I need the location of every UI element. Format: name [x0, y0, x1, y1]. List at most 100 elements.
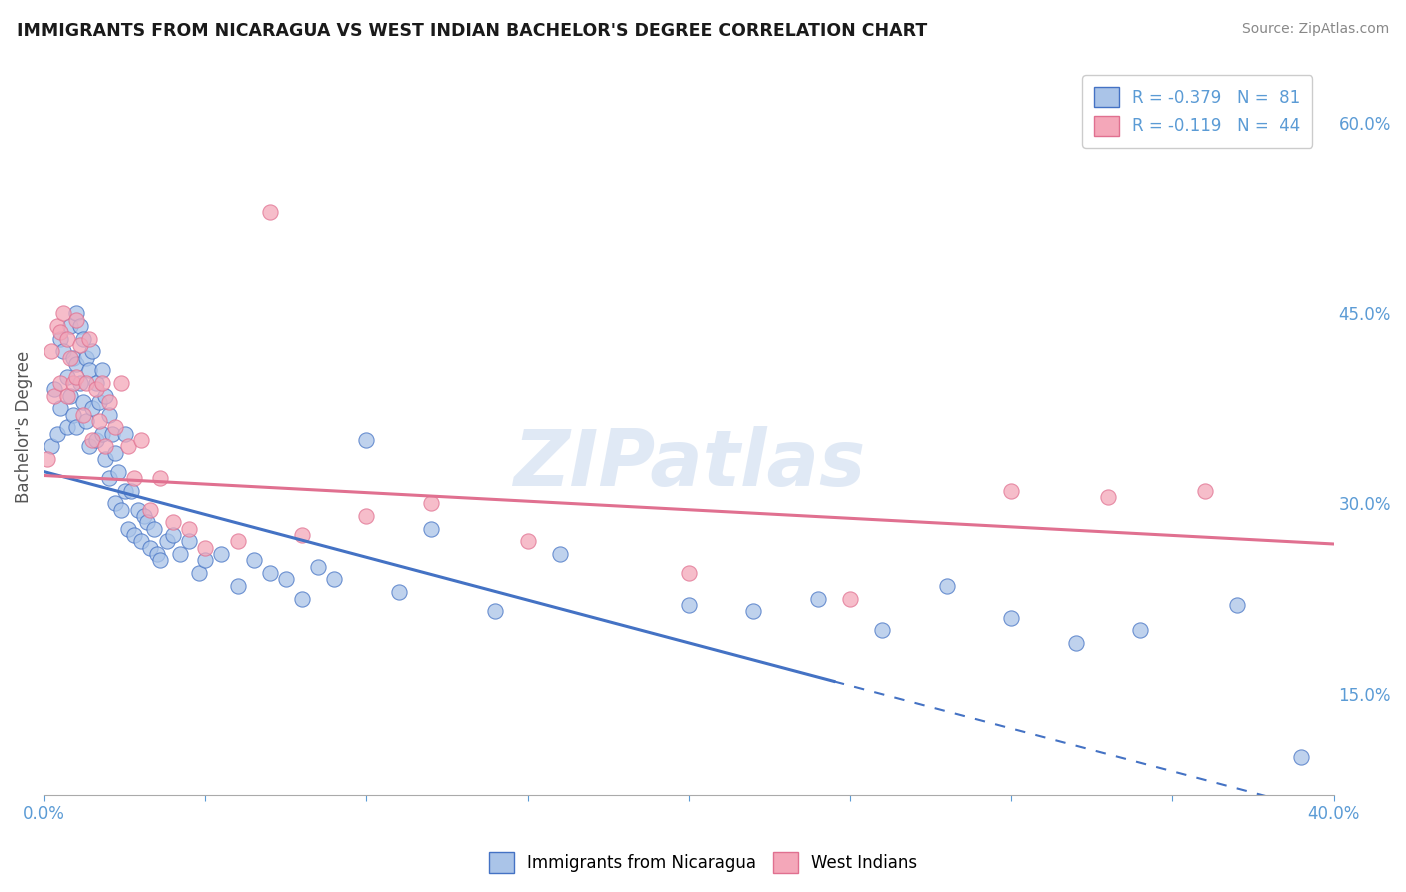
- Point: [65, 420, 87, 434]
- Point: [72, 395, 94, 409]
- Point: [75, 376, 97, 390]
- Legend: R = -0.379   N =  81, R = -0.119   N =  44: R = -0.379 N = 81, R = -0.119 N = 44: [1083, 75, 1312, 147]
- Point: [49, 332, 72, 346]
- Point: [75, 414, 97, 428]
- Point: [87, 414, 110, 428]
- Point: [62, 376, 84, 390]
- Point: [77, 439, 100, 453]
- Point: [59, 389, 82, 403]
- Point: [110, 376, 132, 390]
- Point: [139, 541, 162, 555]
- Point: [77, 332, 100, 346]
- Point: [59, 351, 82, 365]
- Point: [678, 566, 700, 581]
- Point: [62, 351, 84, 365]
- Point: [1129, 624, 1152, 638]
- Point: [97, 471, 120, 485]
- Point: [149, 553, 172, 567]
- Point: [162, 528, 184, 542]
- Point: [55, 389, 77, 403]
- Point: [46, 426, 69, 441]
- Point: [69, 338, 91, 352]
- Point: [194, 541, 217, 555]
- Point: [1000, 610, 1022, 624]
- Text: Source: ZipAtlas.com: Source: ZipAtlas.com: [1241, 22, 1389, 37]
- Point: [129, 534, 152, 549]
- Legend: Immigrants from Nicaragua, West Indians: Immigrants from Nicaragua, West Indians: [482, 846, 924, 880]
- Point: [139, 502, 162, 516]
- Point: [259, 204, 281, 219]
- Point: [110, 502, 132, 516]
- Point: [124, 471, 146, 485]
- Point: [104, 446, 127, 460]
- Point: [65, 312, 87, 326]
- Point: [82, 401, 104, 416]
- Point: [516, 534, 538, 549]
- Point: [65, 306, 87, 320]
- Point: [52, 344, 75, 359]
- Point: [55, 369, 77, 384]
- Point: [46, 318, 69, 333]
- Point: [179, 522, 201, 536]
- Point: [87, 395, 110, 409]
- Point: [226, 579, 249, 593]
- Point: [356, 509, 378, 524]
- Point: [291, 528, 314, 542]
- Point: [75, 351, 97, 365]
- Point: [420, 496, 443, 510]
- Point: [52, 306, 75, 320]
- Point: [872, 624, 894, 638]
- Point: [59, 318, 82, 333]
- Point: [149, 471, 172, 485]
- Point: [91, 363, 114, 377]
- Point: [124, 528, 146, 542]
- Point: [1226, 598, 1249, 612]
- Y-axis label: Bachelor's Degree: Bachelor's Degree: [15, 351, 32, 503]
- Point: [420, 522, 443, 536]
- Point: [162, 516, 184, 530]
- Point: [120, 483, 142, 498]
- Point: [136, 516, 159, 530]
- Point: [807, 591, 830, 606]
- Point: [146, 547, 169, 561]
- Point: [65, 357, 87, 371]
- Point: [114, 483, 136, 498]
- Point: [1291, 750, 1313, 764]
- Point: [72, 408, 94, 422]
- Point: [274, 573, 297, 587]
- Point: [94, 389, 117, 403]
- Point: [156, 534, 179, 549]
- Point: [55, 332, 77, 346]
- Point: [839, 591, 862, 606]
- Point: [101, 426, 124, 441]
- Point: [209, 547, 232, 561]
- Point: [307, 559, 329, 574]
- Point: [104, 420, 127, 434]
- Point: [242, 553, 264, 567]
- Point: [117, 522, 139, 536]
- Point: [194, 553, 217, 567]
- Point: [94, 452, 117, 467]
- Text: IMMIGRANTS FROM NICARAGUA VS WEST INDIAN BACHELOR'S DEGREE CORRELATION CHART: IMMIGRANTS FROM NICARAGUA VS WEST INDIAN…: [17, 22, 927, 40]
- Point: [291, 591, 314, 606]
- Point: [678, 598, 700, 612]
- Point: [82, 344, 104, 359]
- Point: [84, 376, 107, 390]
- Point: [82, 433, 104, 447]
- Point: [84, 433, 107, 447]
- Point: [259, 566, 281, 581]
- Point: [39, 344, 62, 359]
- Point: [114, 426, 136, 441]
- Text: ZIPatlas: ZIPatlas: [513, 426, 865, 502]
- Point: [49, 376, 72, 390]
- Point: [127, 502, 149, 516]
- Point: [388, 585, 411, 599]
- Point: [132, 509, 155, 524]
- Point: [77, 363, 100, 377]
- Point: [179, 534, 201, 549]
- Point: [1194, 483, 1216, 498]
- Point: [117, 439, 139, 453]
- Point: [55, 420, 77, 434]
- Point: [91, 426, 114, 441]
- Point: [42, 382, 65, 396]
